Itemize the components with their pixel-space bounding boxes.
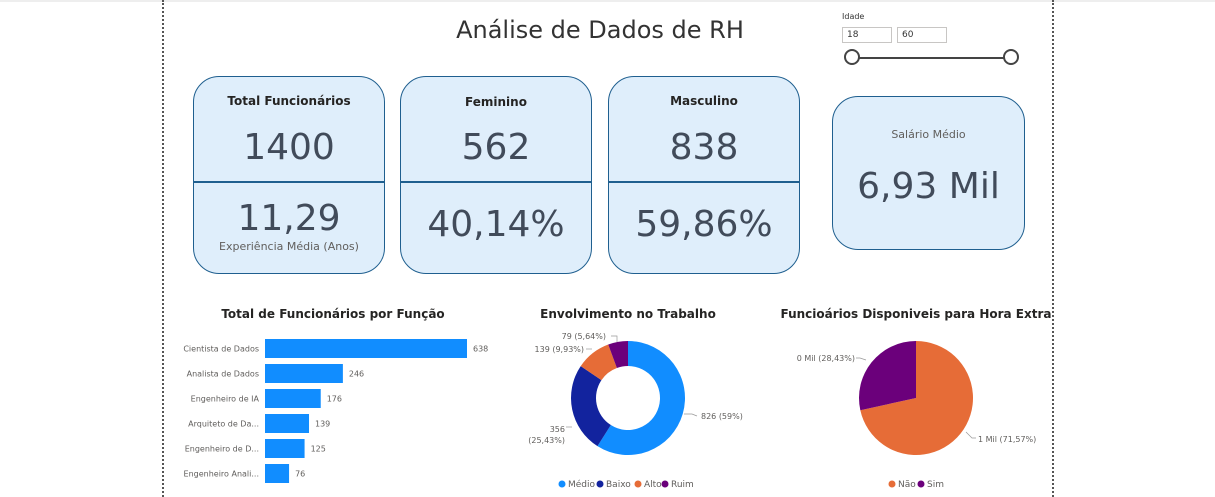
bar — [265, 464, 289, 483]
leader-line — [611, 336, 617, 342]
bar-category-label: Engenheiro de IA — [191, 395, 260, 404]
donut-slice — [571, 366, 611, 446]
donut-data-label: 79 (5,64%) — [562, 332, 606, 341]
bar-category-label: Cientista de Dados — [183, 345, 259, 354]
legend-label: Alto — [644, 480, 662, 490]
pie-data-label: 0 Mil (28,43%) — [797, 354, 855, 363]
bar-category-label: Analista de Dados — [187, 370, 259, 379]
leader-line — [966, 432, 976, 438]
legend-label: Médio — [568, 479, 596, 490]
bar-category-label: Engenheiro de D... — [185, 445, 259, 454]
pie-data-label: 1 Mil (71,57%) — [978, 435, 1036, 444]
legend-label: Sim — [927, 480, 944, 490]
legend-marker — [918, 481, 925, 488]
pie-slice — [859, 341, 916, 410]
legend-label: Não — [898, 480, 916, 490]
leader-line — [684, 414, 697, 416]
legend-marker — [559, 481, 566, 488]
bar-value-label: 76 — [295, 470, 305, 479]
donut-data-label: 139 (9,93%) — [535, 345, 584, 354]
legend-marker — [635, 481, 642, 488]
legend-label: Baixo — [606, 480, 631, 490]
bar-value-label: 638 — [473, 345, 488, 354]
bar — [265, 389, 321, 408]
leader-line — [856, 358, 866, 360]
bar-value-label: 139 — [315, 420, 330, 429]
bar — [265, 439, 305, 458]
legend-marker — [662, 481, 669, 488]
bar-category-label: Engenheiro Anali... — [184, 470, 259, 479]
bar-value-label: 246 — [349, 370, 364, 379]
bar — [265, 364, 343, 383]
bar-value-label: 125 — [311, 445, 326, 454]
bar-category-label: Arquiteto de Da... — [188, 420, 259, 429]
legend-marker — [597, 481, 604, 488]
bar — [265, 414, 309, 433]
donut-data-label: 826 (59%) — [701, 412, 743, 421]
donut-data-label: 356 — [550, 425, 565, 434]
legend-marker — [889, 481, 896, 488]
bar-value-label: 176 — [327, 395, 342, 404]
donut-data-label: (25,43%) — [528, 436, 565, 445]
legend-label: Ruim — [671, 480, 694, 490]
bar — [265, 339, 467, 358]
